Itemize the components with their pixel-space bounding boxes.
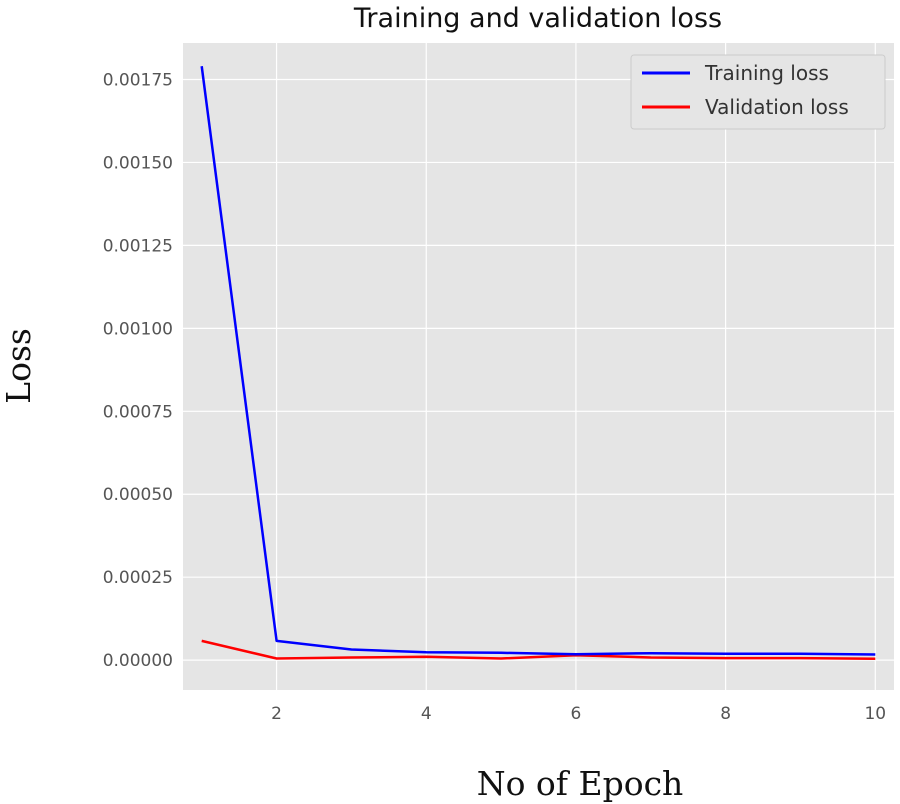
x-tick-labels: 2 4 6 8 10 [271,704,886,724]
y-tick-label: 0.00025 [103,568,173,588]
x-tick-label: 6 [571,704,582,724]
series-lines [200,66,876,661]
y-tick-label: 0.00175 [103,70,173,90]
y-tick-label: 0.00100 [103,319,173,339]
y-tick-label: 0.00075 [103,402,173,422]
x-tick-label: 4 [421,704,432,724]
x-axis-label: No of Epoch [477,764,684,803]
grid [183,43,894,690]
y-axis-label: Loss [0,328,38,404]
legend: Training loss Validation loss [630,54,886,130]
training-loss-line [200,66,876,656]
legend-training-label: Training loss [704,61,829,85]
legend-box [630,54,886,130]
y-tick-label: 0.00000 [103,651,173,671]
x-tick-label: 2 [271,704,282,724]
y-tick-label: 0.00050 [103,485,173,505]
plot-area [183,43,894,690]
y-tick-label: 0.00125 [103,236,173,256]
x-tick-label: 10 [864,704,886,724]
chart-title: Training and validation loss [353,3,722,34]
y-tick-labels: 0.00000 0.00025 0.00050 0.00075 0.00100 0.001… [103,70,173,671]
y-tick-label: 0.00150 [103,153,173,173]
x-tick-label: 8 [720,704,731,724]
legend-validation-label: Validation loss [705,95,849,119]
validation-loss-line [201,639,876,661]
